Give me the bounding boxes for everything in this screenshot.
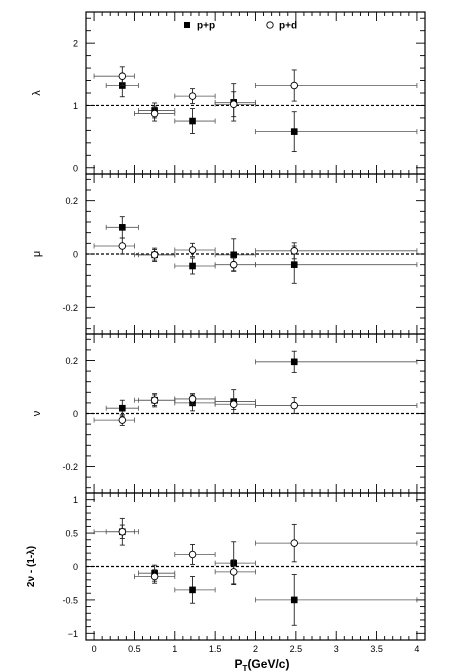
open-circle-marker bbox=[290, 401, 298, 410]
x-tick-label: 4 bbox=[414, 644, 419, 654]
y-tick-label: 0.5 bbox=[65, 529, 78, 539]
filled-square-marker bbox=[119, 224, 126, 231]
panel-2: -0.2 0 0.2 μ bbox=[31, 173, 426, 335]
open-circle-marker bbox=[229, 568, 238, 576]
open-circle-marker bbox=[188, 395, 197, 403]
legend-label-pd: p+d bbox=[279, 21, 297, 32]
x-tick-label: 1.5 bbox=[209, 644, 222, 654]
y-axis-label: ν bbox=[31, 410, 43, 416]
legend-label-pp: p+p bbox=[197, 21, 215, 32]
filled-square-marker bbox=[290, 128, 298, 135]
pd-point bbox=[174, 242, 216, 258]
y-tick-label: -0.2 bbox=[62, 303, 78, 313]
y-axis-label: μ bbox=[31, 251, 43, 257]
y-tick-label: 0 bbox=[73, 562, 78, 572]
open-circle-marker bbox=[150, 572, 159, 581]
pd-point bbox=[174, 88, 216, 105]
open-circle-marker bbox=[290, 247, 298, 255]
panel-3: -0.2 0 0.2 ν bbox=[31, 333, 426, 494]
pp-point bbox=[174, 108, 216, 134]
y-tick-label: −1 bbox=[68, 629, 78, 639]
x-axis-label: PT(GeV/c) bbox=[235, 657, 290, 672]
y-tick-label: -0.5 bbox=[62, 595, 78, 605]
open-circle-marker bbox=[150, 109, 159, 118]
open-circle-marker bbox=[118, 528, 127, 536]
pd-point bbox=[134, 105, 176, 122]
open-circle-marker bbox=[118, 242, 127, 250]
open-circle-marker bbox=[188, 246, 197, 254]
pp-point bbox=[255, 350, 418, 373]
panel-1: 0 1 2 λ bbox=[31, 11, 426, 175]
filled-square-marker bbox=[189, 117, 196, 125]
panel-4: −1 -0.5 0 0.5 1 2ν - (1-λ) bbox=[26, 492, 426, 641]
pd-point bbox=[134, 249, 176, 261]
filled-square-marker bbox=[119, 404, 126, 412]
legend-marker-pd bbox=[266, 21, 274, 29]
pd-point bbox=[255, 523, 418, 563]
x-tick-label: 3.5 bbox=[370, 644, 383, 654]
panel-frame bbox=[85, 11, 426, 175]
pd-point bbox=[255, 242, 418, 260]
pp-point bbox=[174, 257, 216, 275]
pd-point bbox=[255, 397, 418, 414]
open-circle-marker bbox=[188, 92, 197, 100]
x-tick-label: 1 bbox=[172, 644, 177, 654]
pp-point bbox=[255, 111, 418, 153]
filled-square-marker bbox=[230, 251, 238, 259]
y-tick-label: 0 bbox=[73, 163, 78, 173]
pp-point bbox=[105, 216, 139, 239]
pp-point bbox=[105, 399, 139, 417]
pd-point bbox=[93, 66, 135, 86]
pd-point bbox=[93, 237, 135, 255]
pp-point bbox=[255, 574, 418, 626]
pd-point bbox=[134, 569, 176, 584]
y-tick-label: 0 bbox=[73, 250, 78, 260]
x-tick-label: 0.5 bbox=[128, 644, 141, 654]
y-tick-label: 1 bbox=[73, 101, 78, 111]
legend: p+p p+d bbox=[184, 21, 297, 32]
pp-point bbox=[255, 245, 418, 284]
y-tick-label: 0 bbox=[73, 409, 78, 419]
y-tick-label: 2 bbox=[73, 39, 78, 49]
filled-square-marker bbox=[290, 596, 298, 604]
open-circle-marker bbox=[118, 72, 127, 80]
x-tick-label: 0 bbox=[92, 644, 97, 654]
open-circle-marker bbox=[290, 539, 298, 547]
y-tick-label: 0.2 bbox=[65, 196, 78, 206]
open-circle-marker bbox=[229, 260, 238, 269]
x-tick-label: 2.5 bbox=[290, 644, 303, 654]
pd-point bbox=[174, 393, 216, 405]
pd-point bbox=[174, 544, 216, 565]
pd-point bbox=[214, 91, 256, 118]
open-circle-marker bbox=[290, 81, 298, 90]
y-axis-label: λ bbox=[31, 90, 43, 96]
pp-point bbox=[174, 576, 216, 604]
y-axis-label: 2ν - (1-λ) bbox=[26, 546, 37, 587]
filled-square-marker bbox=[189, 586, 196, 594]
filled-square-marker bbox=[290, 358, 298, 366]
x-tick-label: 2 bbox=[253, 644, 258, 654]
pp-point bbox=[214, 541, 256, 585]
y-tick-label: 0.2 bbox=[65, 356, 78, 366]
y-tick-label: 1 bbox=[73, 495, 78, 505]
pd-point bbox=[214, 257, 256, 272]
x-tick-label: 3 bbox=[334, 644, 339, 654]
pd-point bbox=[214, 559, 256, 585]
pd-point bbox=[93, 524, 135, 539]
filled-square-marker bbox=[290, 261, 298, 268]
pd-point bbox=[134, 394, 176, 406]
pd-point bbox=[93, 414, 135, 426]
legend-marker-pp bbox=[184, 22, 190, 28]
open-circle-marker bbox=[229, 400, 238, 408]
open-circle-marker bbox=[229, 100, 238, 108]
filled-square-marker bbox=[189, 262, 196, 270]
open-circle-marker bbox=[150, 396, 159, 405]
open-circle-marker bbox=[188, 550, 197, 559]
open-circle-marker bbox=[118, 416, 127, 424]
open-circle-marker bbox=[150, 251, 159, 259]
pd-point bbox=[255, 69, 418, 102]
y-tick-label: -0.2 bbox=[62, 462, 78, 472]
